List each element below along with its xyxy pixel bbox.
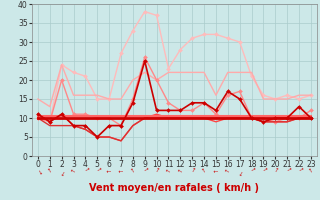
Text: ↑: ↑ [308, 167, 314, 174]
Text: ↑: ↑ [106, 167, 112, 174]
Text: ↑: ↑ [248, 167, 255, 174]
Text: ↑: ↑ [297, 167, 301, 172]
Text: ↑: ↑ [225, 167, 231, 174]
Text: ↑: ↑ [177, 167, 184, 174]
Text: ↑: ↑ [59, 167, 65, 174]
Text: ↑: ↑ [83, 167, 88, 172]
Text: ↑: ↑ [46, 167, 53, 174]
Text: ↑: ↑ [260, 167, 267, 174]
X-axis label: Vent moyen/en rafales ( km/h ): Vent moyen/en rafales ( km/h ) [89, 183, 260, 193]
Text: ↑: ↑ [36, 167, 40, 172]
Text: ↑: ↑ [189, 167, 196, 174]
Text: ↑: ↑ [70, 167, 77, 174]
Text: ↑: ↑ [236, 167, 243, 174]
Text: ↑: ↑ [213, 167, 219, 174]
Text: ↑: ↑ [284, 167, 290, 174]
Text: ↑: ↑ [272, 167, 279, 174]
Text: ↑: ↑ [153, 167, 160, 174]
Text: ↑: ↑ [118, 167, 124, 172]
Text: ↑: ↑ [202, 167, 206, 172]
Text: ↑: ↑ [142, 167, 147, 172]
Text: ↑: ↑ [131, 167, 135, 172]
Text: ↑: ↑ [94, 167, 100, 174]
Text: ↑: ↑ [165, 167, 172, 174]
